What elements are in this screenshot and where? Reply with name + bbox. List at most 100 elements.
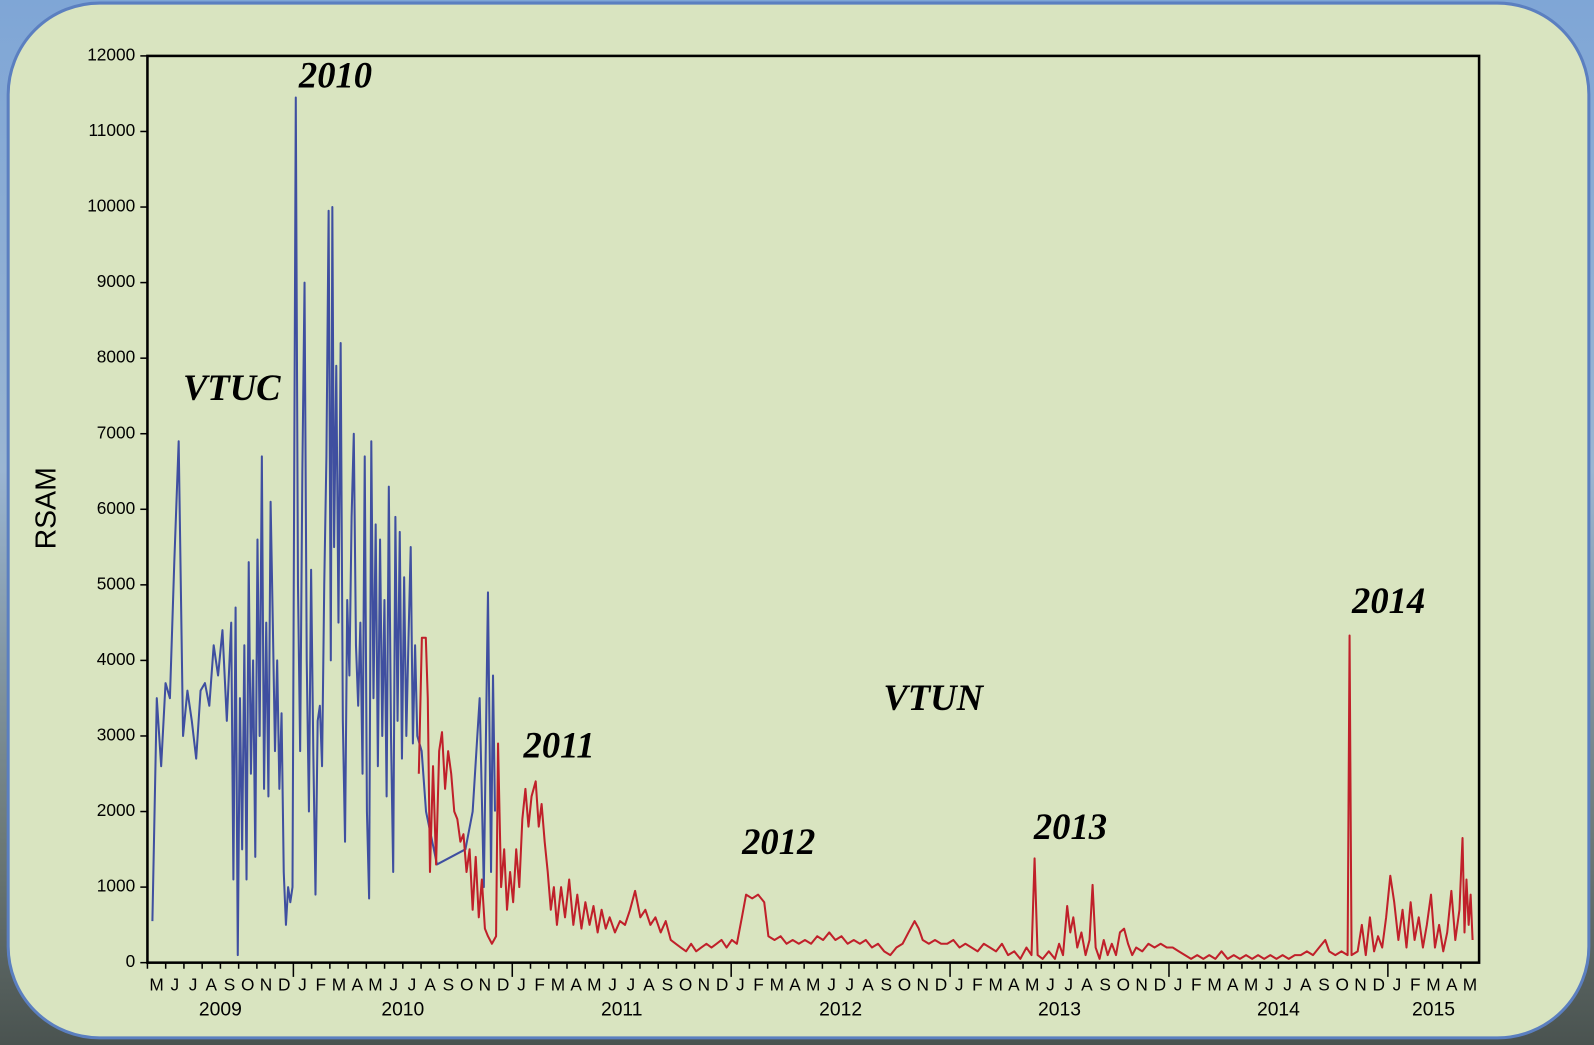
x-tick-label: M bbox=[806, 975, 820, 995]
x-tick-label: M bbox=[988, 975, 1002, 995]
x-tick-label: F bbox=[972, 975, 983, 995]
x-tick-label: N bbox=[916, 975, 928, 995]
y-tick-label: 6000 bbox=[97, 498, 135, 518]
x-tick-label: J bbox=[1064, 975, 1073, 995]
y-tick-label: 8000 bbox=[97, 347, 135, 367]
x-tick-label: O bbox=[241, 975, 254, 995]
x-tick-label: A bbox=[1300, 975, 1312, 995]
x-tick-label: M bbox=[770, 975, 784, 995]
series-line bbox=[151, 96, 497, 957]
x-tick-label: M bbox=[1426, 975, 1440, 995]
x-tick-label: M bbox=[587, 975, 601, 995]
y-tick-label: 5000 bbox=[97, 573, 135, 593]
series-line bbox=[417, 634, 1474, 960]
x-tick-label: M bbox=[1463, 975, 1477, 995]
y-tick-label: 3000 bbox=[97, 725, 135, 745]
x-tick-label: A bbox=[789, 975, 801, 995]
x-tick-label: J bbox=[827, 975, 836, 995]
y-tick-label: 4000 bbox=[97, 649, 135, 669]
y-tick-label: 7000 bbox=[97, 422, 135, 442]
x-tick-label: M bbox=[551, 975, 565, 995]
x-tick-label: J bbox=[1265, 975, 1274, 995]
x-tick-label: S bbox=[1318, 975, 1330, 995]
x-tick-label: J bbox=[189, 975, 198, 995]
x-tick-label: M bbox=[332, 975, 346, 995]
x-tick-label: J bbox=[1046, 975, 1055, 995]
year-label: 2009 bbox=[199, 1000, 242, 1021]
x-tick-label: F bbox=[1191, 975, 1202, 995]
x-tick-label: J bbox=[517, 975, 526, 995]
year-label: 2010 bbox=[381, 1000, 424, 1021]
y-tick-label: 12000 bbox=[87, 44, 135, 64]
x-tick-label: J bbox=[1174, 975, 1183, 995]
x-tick-label: A bbox=[1081, 975, 1093, 995]
x-tick-label: D bbox=[1373, 975, 1385, 995]
x-tick-label: M bbox=[1244, 975, 1258, 995]
x-tick-label: J bbox=[170, 975, 179, 995]
annotation: 2013 bbox=[1033, 806, 1107, 847]
x-tick-label: A bbox=[1446, 975, 1458, 995]
x-tick-label: N bbox=[479, 975, 491, 995]
x-tick-label: N bbox=[698, 975, 710, 995]
x-tick-label: D bbox=[278, 975, 290, 995]
x-tick-label: O bbox=[679, 975, 692, 995]
x-tick-label: O bbox=[460, 975, 473, 995]
y-tick-label: 9000 bbox=[97, 271, 135, 291]
x-tick-label: M bbox=[1207, 975, 1221, 995]
annotation: 2012 bbox=[741, 821, 815, 862]
x-tick-label: J bbox=[627, 975, 636, 995]
annotation: 2011 bbox=[523, 725, 595, 766]
x-tick-label: J bbox=[955, 975, 964, 995]
y-axis-label: RSAM bbox=[30, 467, 62, 549]
x-tick-label: S bbox=[443, 975, 455, 995]
x-tick-label: N bbox=[260, 975, 272, 995]
x-tick-label: J bbox=[1283, 975, 1292, 995]
panel bbox=[6, 1, 1591, 1040]
year-label: 2011 bbox=[601, 1000, 643, 1021]
x-tick-label: A bbox=[1008, 975, 1020, 995]
x-tick-label: S bbox=[1099, 975, 1111, 995]
year-label: 2014 bbox=[1257, 1000, 1300, 1021]
x-tick-label: F bbox=[753, 975, 764, 995]
x-tick-label: J bbox=[608, 975, 617, 995]
x-tick-label: J bbox=[845, 975, 854, 995]
x-tick-label: A bbox=[206, 975, 218, 995]
x-tick-label: D bbox=[1154, 975, 1166, 995]
x-tick-label: S bbox=[880, 975, 892, 995]
x-tick-label: M bbox=[368, 975, 382, 995]
annotation: 2010 bbox=[298, 55, 372, 96]
x-tick-label: A bbox=[643, 975, 655, 995]
x-tick-label: S bbox=[224, 975, 236, 995]
x-tick-label: F bbox=[1410, 975, 1421, 995]
x-tick-label: A bbox=[351, 975, 363, 995]
x-tick-label: O bbox=[1117, 975, 1130, 995]
y-tick-label: 10000 bbox=[87, 196, 135, 216]
year-label: 2012 bbox=[819, 1000, 862, 1021]
x-tick-label: D bbox=[497, 975, 509, 995]
series-annotation: VTUN bbox=[883, 677, 984, 718]
y-tick-label: 2000 bbox=[97, 800, 135, 820]
x-tick-label: A bbox=[862, 975, 874, 995]
year-label: 2015 bbox=[1412, 1000, 1455, 1021]
y-tick-label: 11000 bbox=[89, 120, 136, 140]
y-tick-label: 0 bbox=[126, 951, 136, 971]
x-tick-label: F bbox=[534, 975, 545, 995]
x-tick-label: J bbox=[389, 975, 398, 995]
x-tick-label: J bbox=[298, 975, 307, 995]
x-tick-label: J bbox=[1393, 975, 1402, 995]
x-tick-label: J bbox=[408, 975, 417, 995]
x-tick-label: J bbox=[736, 975, 745, 995]
x-tick-label: M bbox=[149, 975, 163, 995]
x-tick-label: D bbox=[935, 975, 947, 995]
x-tick-label: A bbox=[570, 975, 582, 995]
x-tick-label: N bbox=[1135, 975, 1147, 995]
x-tick-label: M bbox=[1025, 975, 1039, 995]
x-tick-label: S bbox=[662, 975, 674, 995]
y-tick-label: 1000 bbox=[97, 876, 135, 896]
annotation: 2014 bbox=[1351, 580, 1425, 621]
x-tick-label: O bbox=[898, 975, 911, 995]
year-label: 2013 bbox=[1038, 1000, 1081, 1021]
x-tick-label: D bbox=[716, 975, 728, 995]
